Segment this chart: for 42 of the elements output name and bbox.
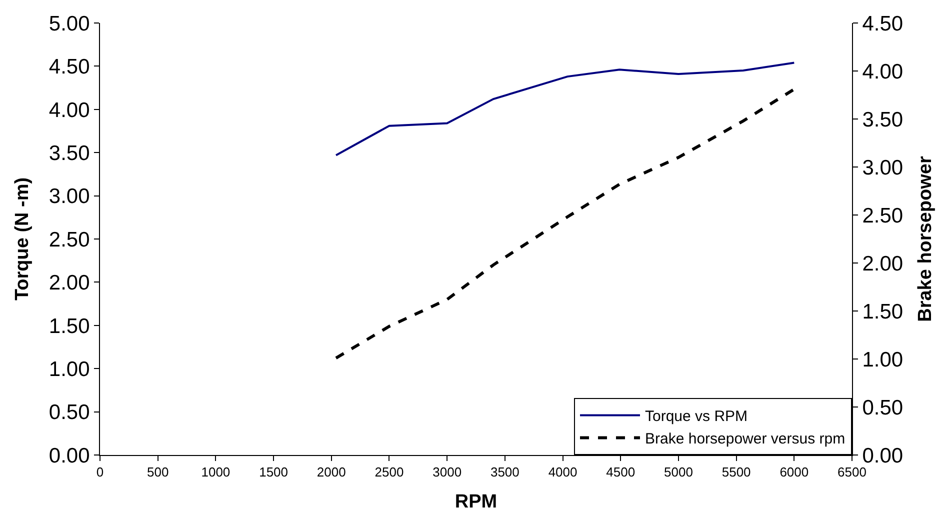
x-tick-label: 3000 xyxy=(432,464,462,480)
x-tick-label: 1000 xyxy=(201,464,230,480)
y2-tick-label: 1.50 xyxy=(862,300,904,324)
y2-tick-label: 4.00 xyxy=(862,60,904,84)
x-tick-label: 3500 xyxy=(490,464,520,480)
legend-label: Torque vs RPM xyxy=(645,408,748,426)
y2-tick-label: 2.00 xyxy=(862,252,904,276)
y-tick-label: 0.50 xyxy=(48,401,90,424)
x-tick-label: 0 xyxy=(96,464,104,480)
y2-tick-label: 4.50 xyxy=(862,12,904,36)
y-tick-label: 3.50 xyxy=(48,142,90,165)
x-tick-label: 6500 xyxy=(838,464,866,480)
y2-axis-title: Brake horsepower xyxy=(914,156,936,322)
y-tick-label: 4.00 xyxy=(48,98,90,122)
y-tick-label: 3.00 xyxy=(48,185,90,208)
y2-tick-label: 2.50 xyxy=(862,204,904,228)
x-tick-label: 2500 xyxy=(374,464,404,480)
line-series xyxy=(335,62,796,156)
y2-tick-label: 1.00 xyxy=(862,348,904,372)
x-tick-label: 6000 xyxy=(780,464,809,480)
y-tick-label: 1.00 xyxy=(48,358,90,381)
y-tick-label: 1.50 xyxy=(48,314,90,338)
x-tick-label: 4500 xyxy=(606,464,636,480)
y2-tick-label: 3.50 xyxy=(862,108,904,132)
x-tick-label: 4000 xyxy=(548,464,578,480)
y-tick-label: 0.00 xyxy=(48,444,90,468)
y-axis-title: Torque (N -m) xyxy=(12,177,33,301)
y-tick-label: 4.50 xyxy=(48,56,90,79)
x-axis-title: RPM xyxy=(454,491,498,512)
y2-tick-label: 3.00 xyxy=(862,156,904,180)
y-tick-label: 2.00 xyxy=(48,272,90,295)
x-tick-label: 5500 xyxy=(722,464,751,480)
y-tick-label: 2.50 xyxy=(48,228,90,252)
x-tick-label: 1500 xyxy=(259,464,288,480)
x-tick-label: 500 xyxy=(147,464,169,480)
x-tick-label: 2000 xyxy=(316,464,346,480)
line-series xyxy=(334,88,796,360)
x-tick-label: 5000 xyxy=(664,464,693,480)
y2-tick-label: 0.50 xyxy=(862,396,904,420)
y2-tick-label: 0.00 xyxy=(862,444,904,468)
y-tick-label: 5.00 xyxy=(48,12,90,36)
legend-label: Brake horsepower versus rpm xyxy=(645,430,846,448)
